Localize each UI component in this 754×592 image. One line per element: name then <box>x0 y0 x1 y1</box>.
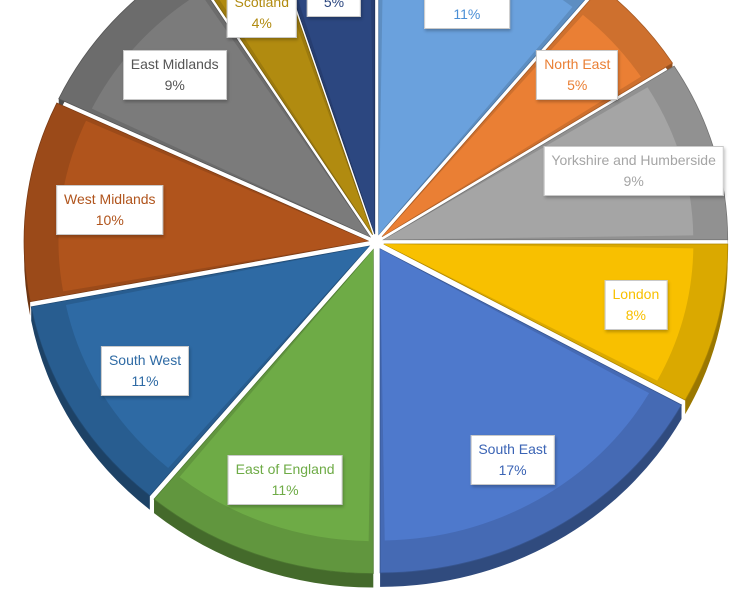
pie-slice-north-west <box>378 0 586 236</box>
data-label-scotland: Scotland 4% <box>226 0 297 39</box>
data-label-value: 9% <box>164 76 185 93</box>
pie-slice-scotland <box>213 0 373 235</box>
data-label-category: East Midlands <box>130 55 219 72</box>
data-label-category: London <box>612 285 660 302</box>
data-label-value: 11% <box>131 372 159 389</box>
pie-slice-west-midlands <box>23 102 370 303</box>
data-label-category: South West <box>108 351 182 368</box>
pie-slice-side-south-west <box>31 306 150 510</box>
data-label-wales: Wales5% <box>306 0 362 18</box>
pie-slice-side-london <box>685 243 728 415</box>
data-label-value: 10% <box>95 212 124 229</box>
pie-slice-south-east <box>379 248 683 574</box>
data-label-east-of-england: East of England 11% <box>227 454 343 505</box>
pie-slice-side-east-of-england <box>154 499 374 588</box>
data-label-north-east: North East 5% <box>536 49 619 100</box>
data-label-category: Scotland <box>234 0 289 11</box>
data-label-south-west: South West 11% <box>100 345 190 396</box>
data-label-east-midlands: East Midlands 9% <box>122 49 227 100</box>
data-label-value: 5% <box>323 0 345 11</box>
data-label-category: North West <box>432 0 502 4</box>
data-label-value: 9% <box>623 173 644 190</box>
data-label-category: North East <box>544 55 611 72</box>
data-label-north-west: North West 11% <box>423 0 510 30</box>
data-label-value: 11% <box>271 481 299 498</box>
data-label-category: East of England <box>235 460 335 477</box>
pie-slice-wales <box>293 0 376 235</box>
data-label-value: 8% <box>625 306 646 323</box>
data-label-value: 5% <box>567 76 588 93</box>
data-label-value: 17% <box>498 461 527 478</box>
data-label-value: 11% <box>453 6 481 23</box>
pie-slice-south-west <box>30 245 371 497</box>
data-label-category: Yorkshire and Humberside <box>551 152 716 169</box>
data-label-value: 4% <box>251 15 272 32</box>
data-label-south-east: South East 17% <box>470 434 555 485</box>
data-label-category: West Midlands <box>64 191 156 208</box>
pie-slice-side-south-east <box>380 404 682 587</box>
data-label-london: London 8% <box>604 279 668 330</box>
data-label-west-midlands: West Midlands 10% <box>56 185 164 236</box>
data-label-yorkshire-and-humberside: Yorkshire and Humberside 9% <box>543 146 724 197</box>
data-label-category: South East <box>478 440 547 457</box>
